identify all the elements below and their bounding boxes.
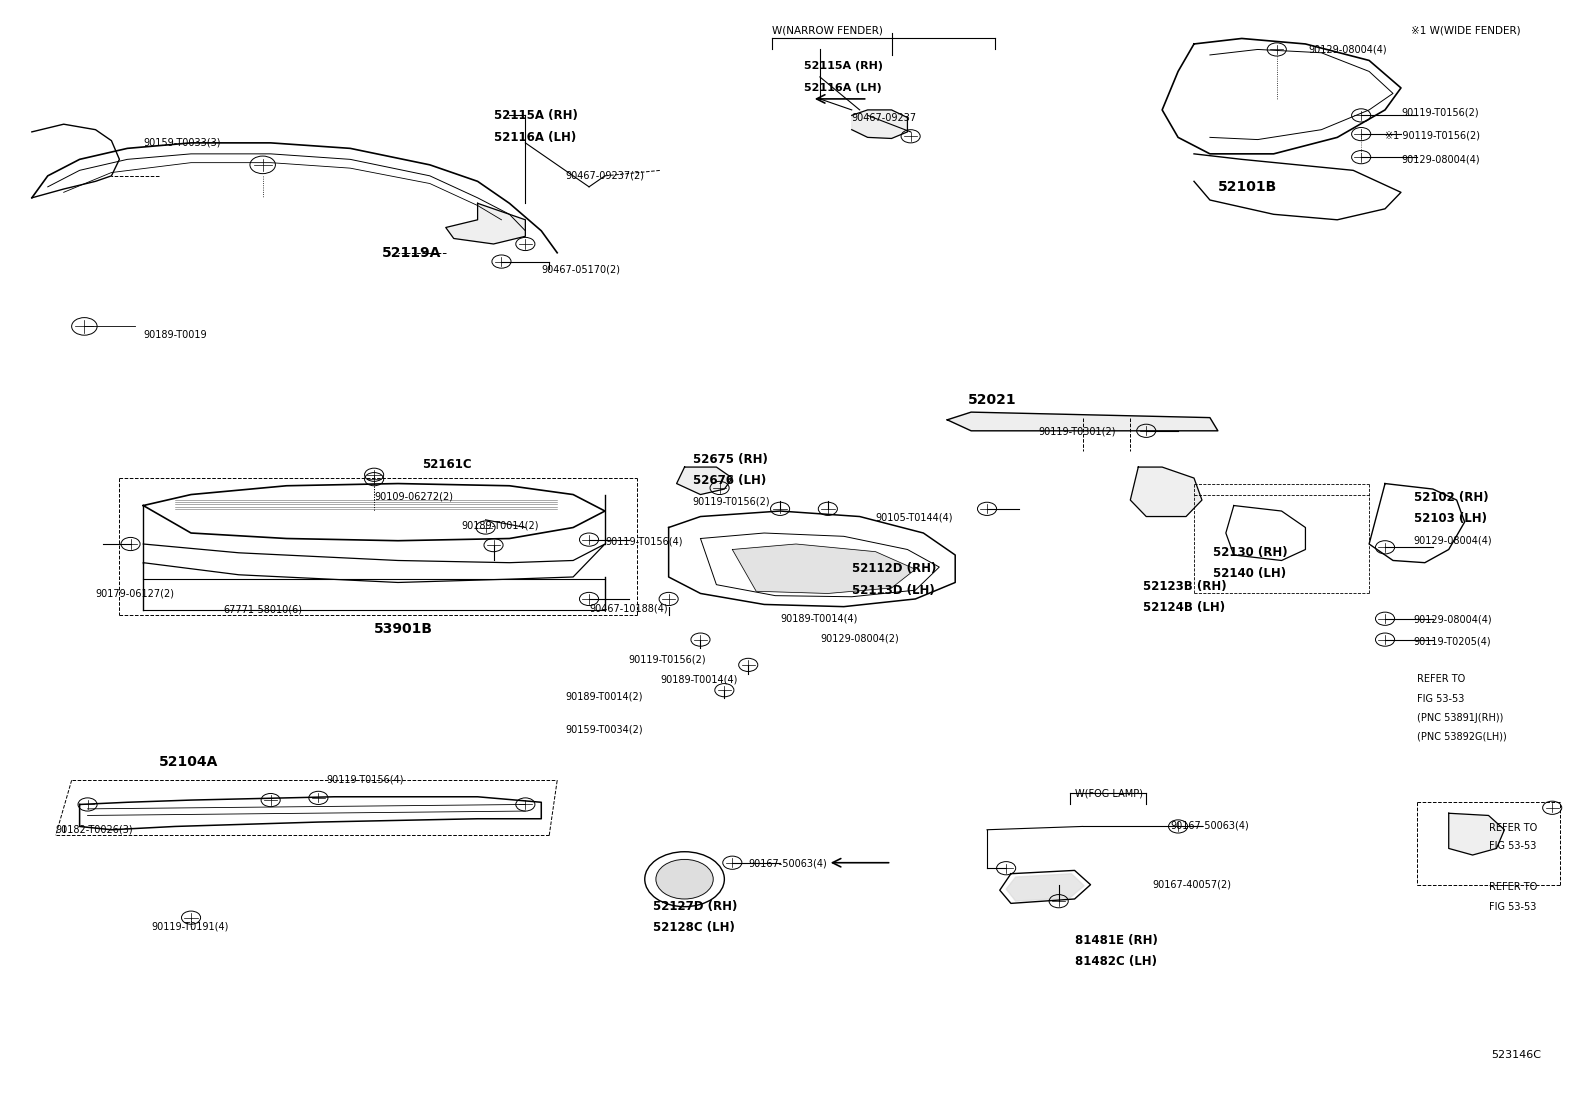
Text: 52123B (RH): 52123B (RH) [1143,580,1227,593]
Text: 90189-T0014(2): 90189-T0014(2) [462,520,540,531]
Text: 52115A (RH): 52115A (RH) [804,60,884,71]
Text: 90119-T0191(4): 90119-T0191(4) [151,921,229,932]
Text: FIG 53-53: FIG 53-53 [1417,693,1465,704]
Polygon shape [1006,874,1084,901]
Text: 52112D (RH): 52112D (RH) [852,562,936,575]
Text: 90189-T0014(4): 90189-T0014(4) [780,613,858,624]
Text: 52113D (LH): 52113D (LH) [852,584,935,597]
Text: 90129-08004(4): 90129-08004(4) [1309,44,1387,55]
Text: 52116A (LH): 52116A (LH) [804,82,882,93]
Text: 90109-06272(2): 90109-06272(2) [374,491,454,502]
Text: 90159-T0034(2): 90159-T0034(2) [565,724,643,735]
Text: (PNC 53892G(LH)): (PNC 53892G(LH)) [1417,731,1506,742]
Text: 52130 (RH): 52130 (RH) [1213,546,1288,559]
Text: (PNC 53891J(RH)): (PNC 53891J(RH)) [1417,712,1503,723]
Text: ※1 90119-T0156(2): ※1 90119-T0156(2) [1385,130,1481,141]
Text: 52103 (LH): 52103 (LH) [1414,512,1487,525]
Text: 90189-T0014(4): 90189-T0014(4) [661,674,739,685]
Text: 52127D (RH): 52127D (RH) [653,900,737,913]
Text: 52161C: 52161C [422,458,471,471]
Text: 90467-05170(2): 90467-05170(2) [541,264,621,275]
Text: 90179-06127(2): 90179-06127(2) [96,588,175,599]
Text: 90467-09237: 90467-09237 [852,112,917,123]
Text: ※1 W(WIDE FENDER): ※1 W(WIDE FENDER) [1411,25,1520,36]
Text: 90467-09237(2): 90467-09237(2) [565,170,645,181]
Text: REFER TO: REFER TO [1489,822,1536,833]
Text: FIG 53-53: FIG 53-53 [1489,841,1536,852]
Text: 90119-T0205(4): 90119-T0205(4) [1414,636,1492,647]
Text: 52104A: 52104A [159,755,218,768]
Text: 52115A (RH): 52115A (RH) [494,109,578,122]
Text: 67771-58010(6): 67771-58010(6) [223,604,302,615]
Text: REFER TO: REFER TO [1417,674,1465,685]
Text: 90467-10188(4): 90467-10188(4) [589,603,667,614]
Text: 52128C (LH): 52128C (LH) [653,921,734,934]
Text: 90129-08004(2): 90129-08004(2) [820,633,898,644]
Text: 52140 (LH): 52140 (LH) [1213,567,1286,580]
Text: 52675 (RH): 52675 (RH) [693,453,767,466]
Text: W(NARROW FENDER): W(NARROW FENDER) [772,25,884,36]
Text: 52676 (LH): 52676 (LH) [693,474,766,487]
Text: 90129-08004(4): 90129-08004(4) [1414,535,1492,546]
Text: 53901B: 53901B [374,622,433,635]
Text: 52101B: 52101B [1218,180,1277,193]
Text: 52124B (LH): 52124B (LH) [1143,601,1226,614]
Circle shape [656,859,713,899]
Polygon shape [677,467,732,495]
Text: 52021: 52021 [968,393,1017,407]
Text: 90119-T0301(2): 90119-T0301(2) [1038,426,1116,437]
Text: 90119-T0156(2): 90119-T0156(2) [1401,107,1479,118]
Text: FIG 53-53: FIG 53-53 [1489,901,1536,912]
Text: 90119-T0156(2): 90119-T0156(2) [629,654,707,665]
Text: 90167-40057(2): 90167-40057(2) [1153,879,1232,890]
Polygon shape [1130,467,1202,517]
Polygon shape [852,110,907,138]
Polygon shape [1449,813,1504,855]
Polygon shape [947,412,1218,431]
Text: 90129-08004(4): 90129-08004(4) [1401,154,1479,165]
Polygon shape [446,203,525,244]
Text: 90189-T0019: 90189-T0019 [143,330,207,341]
Polygon shape [732,544,915,593]
Text: 90159-T0033(3): 90159-T0033(3) [143,137,221,148]
Text: REFER TO: REFER TO [1489,881,1536,892]
Text: 81482C (LH): 81482C (LH) [1075,955,1157,968]
Text: 90182-T0026(3): 90182-T0026(3) [56,824,134,835]
Text: 52102 (RH): 52102 (RH) [1414,491,1489,504]
Text: 52116A (LH): 52116A (LH) [494,131,576,144]
Text: 90167-50063(4): 90167-50063(4) [1170,820,1248,831]
Text: 523146C: 523146C [1492,1050,1541,1061]
Text: 90119-T0156(4): 90119-T0156(4) [326,774,404,785]
Text: 90119-T0156(2): 90119-T0156(2) [693,496,771,507]
Text: 90167-50063(4): 90167-50063(4) [748,858,826,869]
Text: 90105-T0144(4): 90105-T0144(4) [876,512,954,523]
Text: 90189-T0014(2): 90189-T0014(2) [565,691,643,702]
Text: W(FOG LAMP): W(FOG LAMP) [1075,788,1143,799]
Text: 90119-T0156(4): 90119-T0156(4) [605,536,683,547]
Text: 81481E (RH): 81481E (RH) [1075,934,1157,947]
Text: 52119A: 52119A [382,246,441,259]
Text: 90129-08004(4): 90129-08004(4) [1414,614,1492,625]
